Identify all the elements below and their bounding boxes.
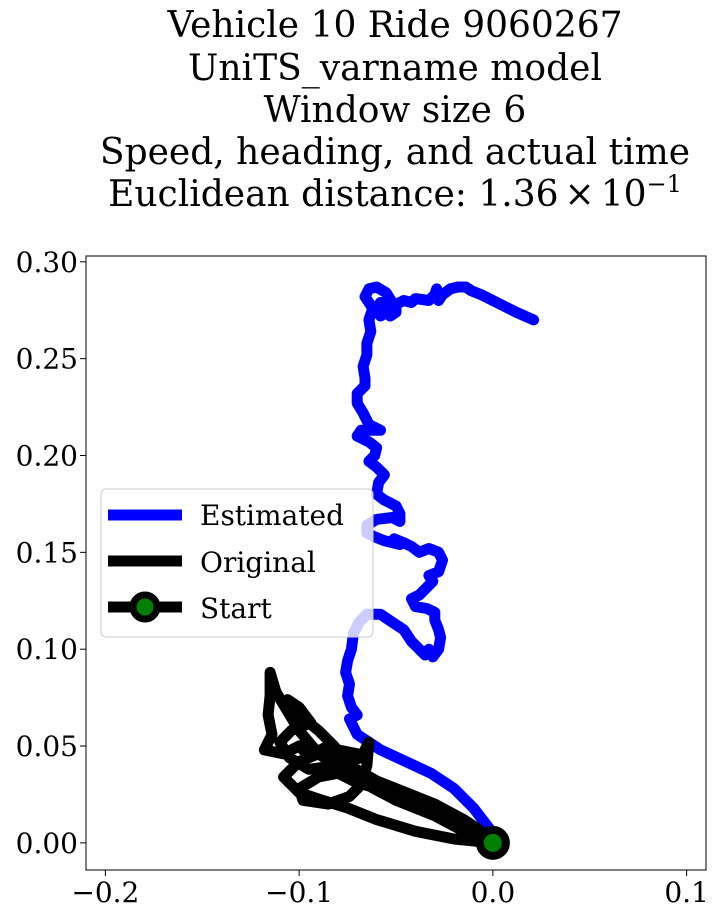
title-line-4: Speed, heading, and actual time xyxy=(100,132,690,173)
series-layer xyxy=(258,281,540,849)
x-tick-label: −0.1 xyxy=(265,876,333,909)
series-line-original xyxy=(258,666,499,849)
legend-label-start: Start xyxy=(200,592,273,625)
y-tick-label: 0.00 xyxy=(16,827,78,860)
title-metric-times: × xyxy=(565,174,595,215)
x-axis-ticks: −0.2 −0.1 0.0 0.1 xyxy=(71,870,709,909)
title-line-3: Window size 6 xyxy=(264,90,527,131)
chart-title: Vehicle 10 Ride 9060267 UniTS_varname mo… xyxy=(100,5,690,215)
y-axis-ticks: 0.00 0.05 0.10 0.15 0.20 0.25 0.30 xyxy=(16,246,86,860)
start-point-marker xyxy=(475,825,510,860)
y-tick-label: 0.25 xyxy=(16,343,78,376)
legend-label-original: Original xyxy=(200,546,316,579)
title-metric-exponent: −1 xyxy=(647,170,682,198)
x-tick-label: −0.2 xyxy=(71,876,139,909)
series-line-estimated xyxy=(340,281,540,839)
title-line-2: UniTS_varname model xyxy=(188,48,602,89)
y-tick-label: 0.20 xyxy=(16,440,78,473)
y-tick-label: 0.15 xyxy=(16,536,78,569)
y-tick-label: 0.10 xyxy=(16,633,78,666)
legend-label-estimated: Estimated xyxy=(200,499,344,532)
title-line-1: Vehicle 10 Ride 9060267 xyxy=(166,5,622,46)
legend-start-marker xyxy=(129,591,161,623)
title-line-5: Euclidean distance: 1.36 × 10−1 xyxy=(108,170,682,215)
y-tick-label: 0.05 xyxy=(16,730,78,763)
x-tick-label: 0.0 xyxy=(471,876,516,909)
plot-area xyxy=(258,281,540,860)
title-metric-base: 10 xyxy=(601,174,647,215)
x-tick-label: 0.1 xyxy=(664,876,709,909)
legend: Estimated Original Start xyxy=(100,488,374,638)
y-tick-label: 0.30 xyxy=(16,246,78,279)
legend-box xyxy=(100,488,374,638)
title-metric-prefix: Euclidean distance: 1.36 xyxy=(108,174,558,215)
plot-frame xyxy=(85,255,707,871)
start-marker-layer xyxy=(475,825,510,860)
